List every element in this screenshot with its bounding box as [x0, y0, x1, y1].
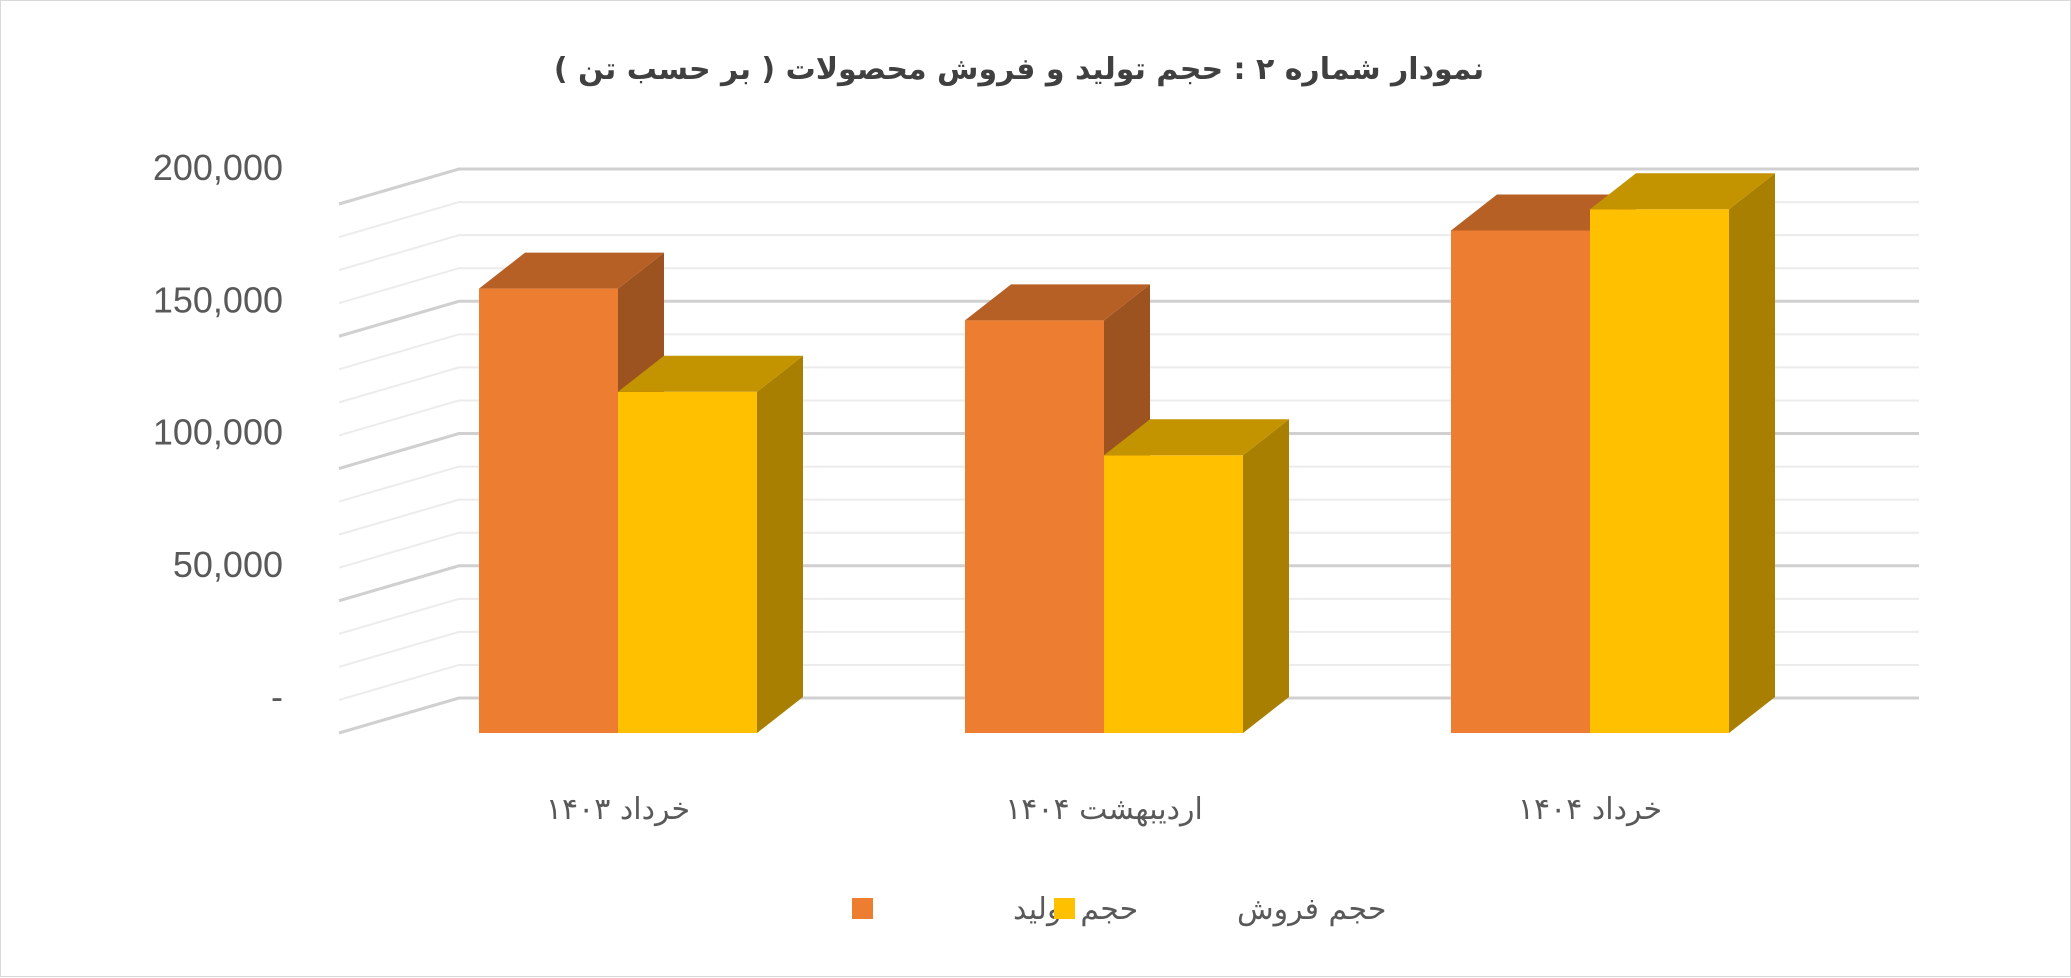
- y-tick-label: 50,000: [173, 544, 283, 585]
- legend-swatch: [852, 898, 873, 919]
- major-gridline: [338, 167, 1919, 206]
- bar: [618, 355, 803, 733]
- minor-gridline: [338, 267, 1919, 305]
- legend-label: حجم تولید: [1013, 892, 1138, 927]
- bar: [1104, 419, 1289, 733]
- bar-top-face: [1451, 194, 1636, 231]
- y-axis-ticks: - 50,000 100,000 150,000 200,000: [153, 147, 283, 717]
- bar-top-face: [1104, 419, 1289, 456]
- bar: [1590, 173, 1775, 734]
- minor-gridline: [338, 366, 1919, 404]
- minor-gridline: [338, 597, 1919, 635]
- bar-top-face: [1590, 173, 1775, 210]
- minor-gridline: [338, 531, 1919, 569]
- legend: حجم تولید حجم فروش: [852, 892, 1386, 927]
- bar-front-face: [1104, 455, 1243, 733]
- x-tick-label: خرداد ۱۴۰۳: [546, 792, 690, 827]
- bar-top-face: [479, 252, 664, 289]
- legend-swatch: [1054, 898, 1075, 919]
- major-gridline: [338, 299, 1919, 338]
- x-tick-label: خرداد ۱۴۰۴: [1518, 792, 1662, 827]
- chart-title: نمودار شماره ۲ : حجم تولید و فروش محصولا…: [554, 52, 1484, 87]
- y-tick-label: 200,000: [153, 147, 283, 188]
- minor-gridline: [338, 663, 1919, 701]
- bar-side-face: [1243, 419, 1289, 733]
- y-tick-label: 150,000: [153, 279, 283, 320]
- bar-top-face: [965, 284, 1150, 321]
- major-gridline: [338, 696, 1919, 735]
- x-axis-ticks: خرداد ۱۴۰۳ اردیبهشت ۱۴۰۴ خرداد ۱۴۰۴: [546, 792, 1662, 827]
- x-tick-label: اردیبهشت ۱۴۰۴: [1005, 792, 1203, 827]
- minor-gridline: [338, 498, 1919, 536]
- bar-top-face: [618, 355, 803, 392]
- bar-front-face: [1590, 209, 1729, 734]
- legend-label: حجم فروش: [1237, 892, 1386, 927]
- minor-gridline: [338, 399, 1919, 437]
- bar-front-face: [965, 320, 1104, 733]
- bar-front-face: [618, 391, 757, 733]
- bar-front-face: [1451, 230, 1590, 733]
- minor-gridline: [338, 630, 1919, 668]
- minor-gridline: [338, 234, 1919, 272]
- gridlines: [338, 167, 1919, 735]
- minor-gridline: [338, 465, 1919, 503]
- bar-front-face: [479, 288, 618, 733]
- major-gridline: [338, 432, 1919, 470]
- bars: [479, 173, 1775, 734]
- bar-side-face: [757, 355, 803, 733]
- bar-side-face: [1729, 173, 1775, 734]
- major-gridline: [338, 564, 1919, 603]
- y-tick-label: -: [271, 676, 283, 717]
- y-tick-label: 100,000: [153, 412, 283, 453]
- minor-gridline: [338, 333, 1919, 371]
- minor-gridline: [338, 201, 1919, 239]
